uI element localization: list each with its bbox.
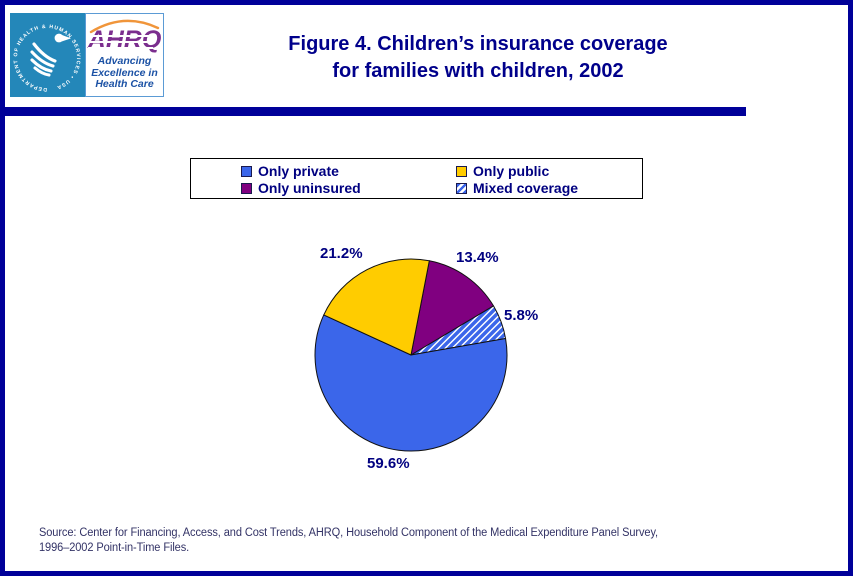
agency-logos: DEPARTMENT OF HEALTH & HUMAN SERVICES • … — [10, 13, 164, 97]
ahrq-arc-icon — [89, 19, 160, 34]
ahrq-speedline — [88, 47, 153, 49]
legend-label-mixed-coverage: Mixed coverage — [473, 180, 579, 196]
source-note-line1: Source: Center for Financing, Access, an… — [39, 527, 659, 539]
pie-chart — [314, 258, 508, 452]
title-divider-bar — [5, 107, 746, 116]
legend-label-only-public: Only public — [473, 163, 550, 179]
ahrq-tagline-line: Excellence in — [91, 66, 158, 79]
figure-title-line2: for families with children, 2002 — [332, 60, 624, 82]
ahrq-speedline — [88, 41, 153, 43]
pie-label-only-public: 21.2% — [320, 245, 363, 262]
source-note-line2: 1996–2002 Point-in-Time Files. — [39, 542, 190, 554]
source-note: Source: Center for Financing, Access, an… — [39, 526, 807, 556]
hhs-eagle-icon: DEPARTMENT OF HEALTH & HUMAN SERVICES • … — [13, 24, 81, 92]
pie-label-mixed-coverage: 5.8% — [504, 307, 539, 324]
legend-swatch-mixed-coverage — [456, 182, 467, 194]
ahrq-tagline-line: Advancing — [97, 55, 152, 67]
pie-slice-only-public — [323, 258, 430, 356]
legend-swatch-only-uninsured — [241, 182, 252, 194]
legend-item-mixed-coverage: Mixed coverage — [456, 180, 642, 196]
pie-slice-only-uninsured — [410, 260, 494, 356]
legend-label-only-uninsured: Only uninsured — [258, 180, 361, 196]
legend-label-only-private: Only private — [258, 163, 339, 179]
figure-title: Figure 4. Children’s insurance coverage … — [180, 31, 776, 85]
ahrq-wordmark: AHRQ — [86, 28, 163, 53]
pie-slice-only-private — [314, 314, 508, 452]
eagle-head — [54, 33, 64, 43]
legend-item-only-private: Only private — [241, 163, 456, 179]
legend-item-only-public: Only public — [456, 163, 642, 179]
legend-swatch-only-private — [241, 165, 252, 177]
eagle-wing-bars — [30, 42, 57, 77]
pie-label-only-uninsured: 13.4% — [456, 249, 499, 266]
legend-item-only-uninsured: Only uninsured — [241, 180, 456, 196]
figure-title-line1: Figure 4. Children’s insurance coverage — [288, 33, 668, 55]
eagle-beak — [62, 35, 71, 42]
chart-legend: Only private Only public Only uninsured … — [190, 158, 643, 199]
ahrq-tagline-line: Health Care — [95, 78, 154, 90]
ahrq-acronym: AHRQ — [87, 26, 162, 54]
ahrq-speedline — [88, 35, 153, 37]
pie-label-only-private: 59.6% — [367, 455, 410, 472]
ahrq-logo: AHRQ Advancing Excellence in Health Care — [85, 13, 164, 97]
ahrq-tagline: Advancing Excellence in Health Care — [86, 55, 163, 91]
legend-swatch-only-public — [456, 165, 467, 177]
hhs-logo: DEPARTMENT OF HEALTH & HUMAN SERVICES • … — [10, 13, 85, 97]
